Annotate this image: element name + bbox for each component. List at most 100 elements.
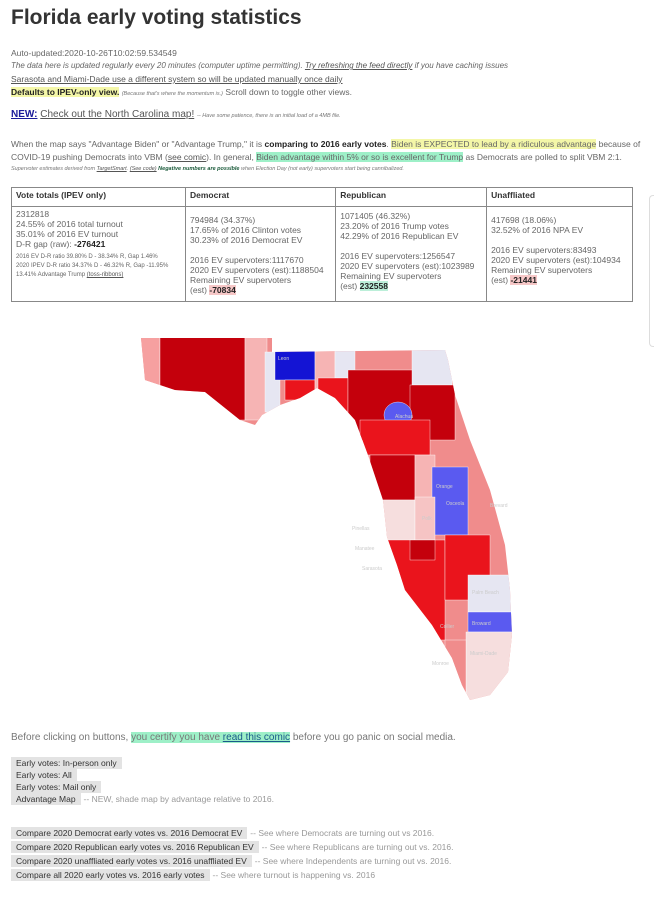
label-pinellas: Pinellas: [352, 526, 370, 532]
nc-map-link[interactable]: Check out the North Carolina map!: [40, 109, 195, 120]
header-republican: Republican: [335, 187, 488, 207]
una-s1: 2016 EV supervoters:83493: [491, 245, 597, 255]
gap-value: -276421: [74, 239, 106, 249]
new-label[interactable]: NEW:: [11, 109, 38, 120]
compare-rep-note: -- See where Republicans are turning out…: [261, 842, 454, 852]
update-note: The data here is updated regularly every…: [11, 61, 508, 70]
targetsmart-link[interactable]: TargetSmart: [96, 166, 127, 172]
county-region[interactable]: [159, 330, 246, 421]
para1: When the map says "Advantage Biden" or "…: [11, 139, 641, 149]
county-palm-beach[interactable]: [467, 574, 513, 613]
county-region[interactable]: [317, 377, 349, 419]
compare-una-button[interactable]: Compare 2020 unaffliated early votes vs.…: [11, 855, 252, 867]
dem-s2: 2020 EV supervoters (est):1188504: [190, 265, 324, 275]
nc-note: -- Have some patience, there is an initi…: [197, 113, 341, 119]
rep-l2: 23.20% of 2016 Trump votes: [340, 221, 449, 231]
advantage: 13.41% Advantage Trump: [16, 272, 86, 278]
refresh-feed-link[interactable]: Try refreshing the feed directly: [304, 61, 413, 70]
county-hillsborough[interactable]: [374, 499, 416, 546]
republican-cell: 1071405 (46.32%) 23.20% of 2016 Trump vo…: [335, 206, 488, 302]
defaults-line: Defaults to IPEV-only view. (Because tha…: [11, 87, 352, 97]
fa: Supervoter estimates derived from: [11, 166, 96, 172]
header-democrat: Democrat: [184, 187, 337, 207]
compare-all-note: -- See where turnout is happening vs. 20…: [212, 870, 376, 880]
democrat-cell: 794984 (34.37%) 17.65% of 2016 Clinton v…: [184, 206, 337, 302]
ca: Before clicking on buttons,: [11, 732, 129, 743]
una-s3: Remaining EV supervoters: [491, 265, 593, 275]
una-l2: 32.52% of 2016 NPA EV: [491, 225, 584, 235]
inperson-button[interactable]: Early votes: In-person only: [11, 757, 122, 769]
florida-county-map[interactable]: Alachua Orange Osceola Brevard Pinellas …: [130, 325, 530, 710]
dem-est: (est): [190, 285, 207, 295]
dem-l3: 30.23% of 2016 Democrat EV: [190, 235, 303, 245]
label-brevard: Brevard: [490, 503, 508, 509]
nc-line: NEW: Check out the North Carolina map! -…: [11, 109, 341, 120]
rep-s2: 2020 EV supervoters (est):1023989: [340, 261, 475, 271]
label-collier: Collier: [440, 624, 455, 630]
auto-updated: Auto-updated:2020-10-26T10:02:59.534549: [11, 48, 177, 58]
dem-s1: 2016 EV supervoters:1117670: [190, 255, 304, 265]
label-sarasota: Sarasota: [362, 566, 382, 572]
label-broward: Broward: [472, 621, 491, 627]
rep-s1: 2016 EV supervoters:1256547: [340, 251, 456, 261]
county-monroe[interactable]: [444, 639, 467, 710]
label-miami-dade: Miami-Dade: [470, 651, 497, 657]
sarasota-link[interactable]: Sarasota and Miami-Dade use a different …: [11, 74, 343, 84]
county-region[interactable]: [369, 454, 416, 501]
una-remaining: -21441: [510, 275, 537, 285]
mail-only-button[interactable]: Early votes: Mail only: [11, 781, 102, 793]
total-l3: 35.01% of 2016 EV turnout: [16, 229, 119, 239]
county-duval[interactable]: [411, 344, 453, 386]
vote-totals-table: Vote totals (IPEV only) Democrat Republi…: [11, 187, 633, 302]
county-region[interactable]: [359, 419, 431, 456]
county-miami-dade[interactable]: [465, 631, 516, 707]
county-region[interactable]: [244, 330, 268, 421]
read-comic-link[interactable]: read this comic: [222, 732, 291, 743]
see-code-link[interactable]: (See code): [129, 166, 157, 172]
una-s2: 2020 EV supervoters (est):104934: [491, 255, 621, 265]
compare-all-button[interactable]: Compare all 2020 early votes vs. 2016 ea…: [11, 869, 210, 881]
para2: COVID-19 pushing Democrats into VBM (see…: [11, 152, 622, 162]
county-region[interactable]: [135, 330, 161, 391]
county-leon[interactable]: [274, 344, 316, 381]
label-manatee: Manatee: [355, 546, 375, 552]
label-orange: Orange: [436, 484, 453, 490]
label-leon: Leon: [278, 356, 289, 362]
defaults-text: Defaults to IPEV-only view.: [11, 87, 120, 97]
dem-remaining: -70834: [209, 285, 236, 295]
advantage-link[interactable]: (toss-ribbons): [86, 272, 124, 278]
caching-note: if you have caching issues: [414, 61, 509, 70]
compare-rep-button[interactable]: Compare 2020 Republican early votes vs. …: [11, 841, 259, 853]
county-region[interactable]: [409, 539, 436, 561]
advantage-map-button[interactable]: Advantage Map: [11, 793, 81, 805]
compare-una-note: -- See where Independents are turning ou…: [254, 856, 452, 866]
rep-est: (est): [340, 281, 358, 291]
advantage-note: -- NEW, shade map by advantage relative …: [83, 794, 274, 804]
rep-remaining: 232558: [359, 281, 388, 291]
page-title: Florida early voting statistics: [11, 6, 302, 29]
fb: Negative numbers are possible: [158, 166, 240, 172]
cc: before you go panic on social media.: [292, 732, 456, 743]
label-osceola: Osceola: [446, 501, 465, 507]
header-totals: Vote totals (IPEV only): [11, 187, 186, 207]
see-comic-link[interactable]: see comic: [167, 152, 207, 162]
p1d: because of: [598, 139, 641, 149]
certify-line: Before clicking on buttons, you certify …: [11, 732, 456, 743]
total-votes: 2312818: [16, 209, 50, 219]
label-monroe: Monroe: [432, 661, 449, 667]
p2c: Biden advantage within 5% or so is excel…: [256, 152, 464, 162]
county-region[interactable]: [284, 379, 316, 401]
p1c: Biden is EXPECTED to lead by a ridiculou…: [391, 139, 597, 149]
scrollbar[interactable]: [649, 195, 654, 347]
totals-cell: 2312818 24.55% of 2016 total turnout 35.…: [11, 206, 186, 302]
label-alachua: Alachua: [395, 414, 413, 420]
header-unaffiliated: Unaffliated: [486, 187, 633, 207]
compare-dem-button[interactable]: Compare 2020 Democrat early votes vs. 20…: [11, 827, 248, 839]
ratio-2020: 2020 IPEV D-R ratio 34.37% D - 46.32% R,…: [16, 263, 169, 269]
ratio-2016: 2016 EV D-R ratio 39.80% D - 38.34% R, G…: [16, 254, 158, 260]
all-votes-button[interactable]: Early votes: All: [11, 769, 77, 781]
total-l2: 24.55% of 2016 total turnout: [16, 219, 123, 229]
defaults-small: (Because that's where the momentum is.): [121, 91, 224, 97]
p2d: as Democrats are polled to split VBM 2:1…: [465, 152, 622, 162]
county-orange-osceola[interactable]: [431, 466, 469, 536]
